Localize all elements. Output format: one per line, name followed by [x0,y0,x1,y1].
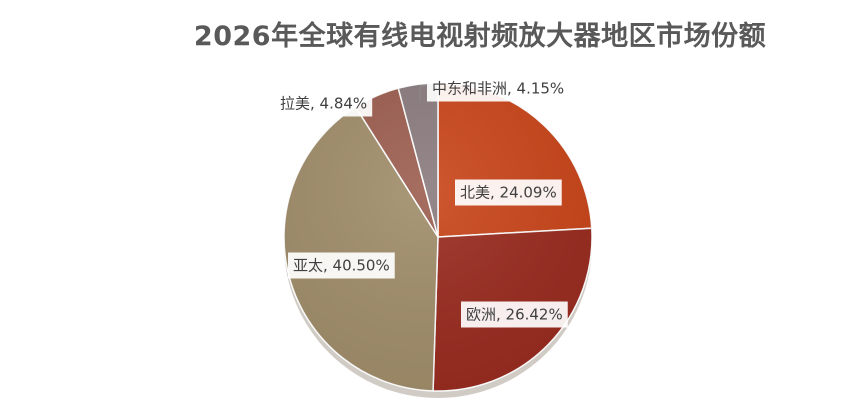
data-label-text-2: 亚太, 40.50% [293,257,390,275]
data-label-0: 北美, 24.09% [455,179,562,206]
data-label-bg-4 [427,75,570,102]
data-label-4: 中东和非洲, 4.15% [427,75,570,102]
data-label-1: 欧洲, 26.42% [461,301,568,328]
data-label-3: 拉美, 4.84% [275,90,373,117]
data-label-2: 亚太, 40.50% [288,252,395,279]
leader-line [419,85,426,100]
chart-title: 2026年全球有线电视射频放大器地区市场份额 [193,21,767,52]
data-label-text-0: 北美, 24.09% [460,184,557,202]
data-label-bg-0 [455,179,562,206]
data-label-bg-2 [288,252,395,279]
pie-slice-0[interactable] [437,82,593,238]
data-label-text-1: 欧洲, 26.42% [466,306,563,324]
data-label-bg-3 [275,90,373,117]
data-label-text-4: 中东和非洲, 4.15% [432,80,564,98]
data-label-text-3: 拉美, 4.84% [280,95,367,113]
data-label-bg-1 [461,301,568,328]
